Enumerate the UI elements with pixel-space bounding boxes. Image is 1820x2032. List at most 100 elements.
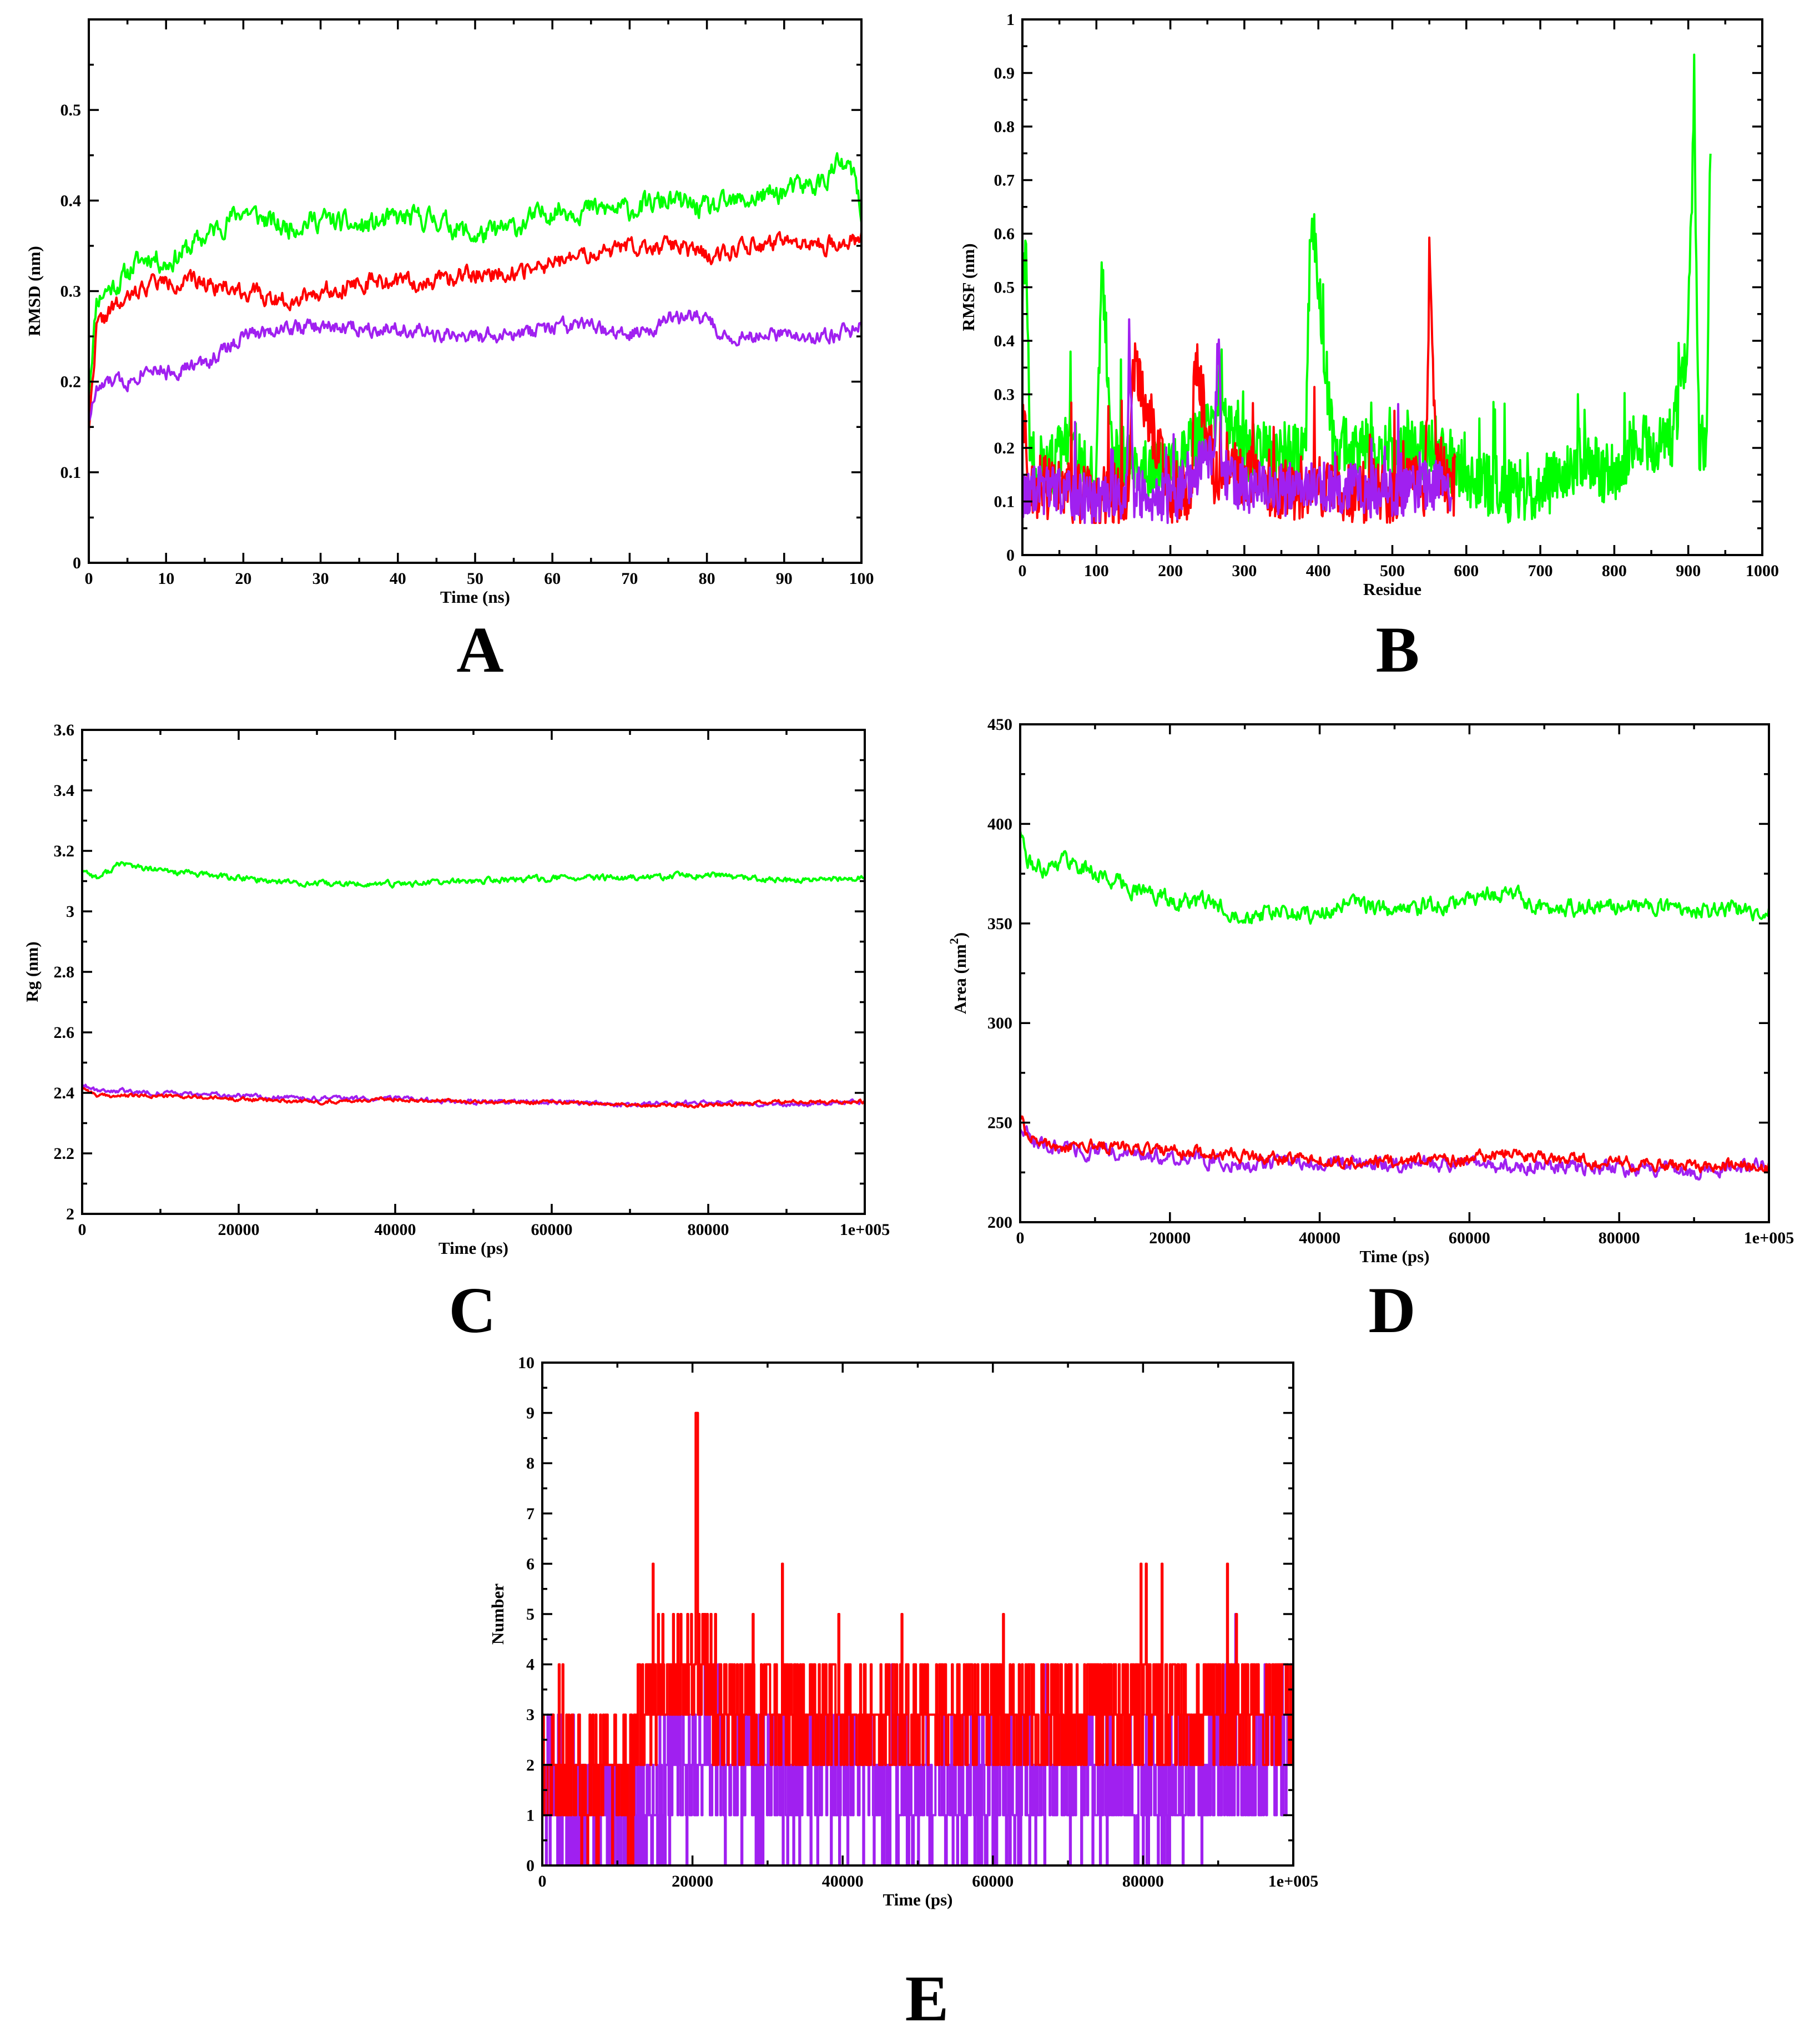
y-tick-label: 0.3 <box>61 283 82 301</box>
x-tick-label: 0 <box>85 569 93 588</box>
y-tick-label: 5 <box>526 1605 535 1623</box>
x-tick-label: 40000 <box>375 1221 416 1239</box>
series-line-green <box>82 861 865 889</box>
x-tick-label: 400 <box>1306 562 1331 580</box>
x-tick-label: 10 <box>158 569 174 588</box>
x-tick-label: 600 <box>1454 562 1479 580</box>
x-tick-label: 30 <box>312 569 329 588</box>
panel-letter: B <box>1376 613 1420 686</box>
series-group <box>1022 53 1712 525</box>
y-tick-label: 0.5 <box>994 279 1015 297</box>
x-tick-label: 40000 <box>1299 1229 1340 1247</box>
y-tick-label: 10 <box>518 1354 535 1372</box>
y-tick-label: 4 <box>526 1656 535 1674</box>
series-line-purple <box>1022 318 1453 525</box>
y-tick-label: 6 <box>526 1555 535 1573</box>
x-tick-label: 60 <box>544 569 561 588</box>
x-tick-label: 60000 <box>972 1872 1014 1890</box>
x-tick-label: 100 <box>1084 562 1109 580</box>
x-tick-label: 40 <box>390 569 406 588</box>
series-line-purple <box>89 309 861 422</box>
plot-frame <box>88 18 863 564</box>
panel-b-rmsf-chart: 0 100 200 300 400 500 600 700 800 900 1000 0 0.1 0.2 0… <box>959 11 1779 686</box>
panel-d-sasa-chart: 0 20000 40000 60000 80000 1e+005 200 250 300 350 4… <box>947 715 1794 1347</box>
x-tick-label: 500 <box>1380 562 1405 580</box>
y-tick-label: 0.2 <box>61 373 82 391</box>
x-tick-label: 900 <box>1676 562 1701 580</box>
x-tick-label: 20000 <box>1149 1229 1191 1247</box>
y-tick-label: 0.8 <box>994 118 1015 136</box>
x-tick-label: 800 <box>1602 562 1627 580</box>
x-tick-label: 0 <box>1019 562 1027 580</box>
y-axis-label: RMSD (nm) <box>24 246 44 336</box>
x-tick-label: 80000 <box>1599 1229 1640 1247</box>
x-tick-label: 20 <box>235 569 251 588</box>
y-tick-label: 400 <box>987 815 1012 833</box>
x-tick-label: 1e+005 <box>1268 1872 1318 1890</box>
y-axis-label-sup: 2 <box>947 938 961 944</box>
x-tick-label: 200 <box>1158 562 1183 580</box>
panel-letter: C <box>448 1274 496 1347</box>
panel-e-hbond-chart: 0 20000 40000 60000 80000 1e+005 0 1 2 3 4 5 6 7 8 9 10 T… <box>488 1354 1318 2032</box>
y-axis-label-main: Area (nm <box>950 944 970 1014</box>
y-tick-label: 200 <box>987 1213 1012 1232</box>
series-line-green <box>1022 53 1712 524</box>
x-tick-label: 700 <box>1528 562 1553 580</box>
x-axis-label: Residue <box>1363 579 1421 599</box>
x-axis-label: Time (ps) <box>438 1238 508 1258</box>
x-tick-label: 1000 <box>1746 562 1779 580</box>
series-line-red <box>82 1086 865 1109</box>
y-tick-label: 3.4 <box>54 781 75 800</box>
x-tick-label: 0 <box>538 1872 547 1890</box>
y-tick-label: 1 <box>526 1806 535 1824</box>
y-axis-label-close: ) <box>950 932 970 938</box>
series-group <box>542 1411 1293 1865</box>
x-tick-label: 40000 <box>822 1872 864 1890</box>
y-tick-label: 0.9 <box>994 64 1015 83</box>
panel-letter: E <box>905 1962 949 2032</box>
x-tick-label: 1e+005 <box>1744 1229 1794 1247</box>
plot-frame <box>81 729 866 1215</box>
x-tick-label: 90 <box>776 569 793 588</box>
y-tick-label: 9 <box>526 1404 535 1423</box>
y-tick-label: 8 <box>526 1454 535 1473</box>
y-tick-label: 0.2 <box>994 439 1015 457</box>
panel-letter: D <box>1368 1274 1415 1347</box>
x-axis-label: Time (ns) <box>440 587 510 607</box>
x-tick-label: 300 <box>1232 562 1257 580</box>
x-tick-label: 60000 <box>531 1221 573 1239</box>
y-axis-label: Area (nm2) <box>947 932 970 1014</box>
y-tick-label: 0 <box>73 554 81 572</box>
x-tick-label: 1e+005 <box>840 1221 890 1239</box>
y-tick-label: 350 <box>987 915 1012 933</box>
x-tick-label: 80 <box>699 569 715 588</box>
y-tick-label: 2.6 <box>54 1023 75 1042</box>
y-tick-label: 1 <box>1006 11 1015 29</box>
y-tick-label: 2 <box>526 1756 535 1774</box>
x-tick-label: 50 <box>467 569 483 588</box>
y-tick-label: 3 <box>526 1706 535 1724</box>
y-tick-label: 7 <box>526 1505 535 1523</box>
y-tick-label: 0.1 <box>61 463 82 482</box>
y-tick-label: 2.2 <box>54 1144 75 1163</box>
series-line-red <box>1020 1114 1769 1173</box>
y-tick-label: 0.4 <box>994 332 1015 350</box>
y-tick-label: 0.3 <box>994 386 1015 404</box>
series-line-green <box>1020 830 1769 925</box>
x-tick-label: 80000 <box>1122 1872 1164 1890</box>
series-line-green <box>89 152 861 396</box>
x-axis-label: Time (ps) <box>883 1890 952 1909</box>
x-tick-label: 20000 <box>218 1221 260 1239</box>
y-tick-label: 0.6 <box>994 225 1015 243</box>
y-tick-label: 0.7 <box>994 172 1015 190</box>
x-tick-label: 100 <box>849 569 874 588</box>
series-line-red <box>89 231 861 431</box>
y-tick-label: 2 <box>66 1205 74 1223</box>
y-tick-label: 0.1 <box>994 493 1015 511</box>
series-line-red <box>542 1411 1293 1865</box>
y-tick-label: 3.6 <box>54 721 75 739</box>
series-group <box>82 861 865 1109</box>
panel-c-rg-chart: 0 20000 40000 60000 80000 1e+005 2 2.2 2.4 2.6 2.8… <box>22 721 890 1347</box>
y-axis-label: Number <box>488 1584 507 1645</box>
